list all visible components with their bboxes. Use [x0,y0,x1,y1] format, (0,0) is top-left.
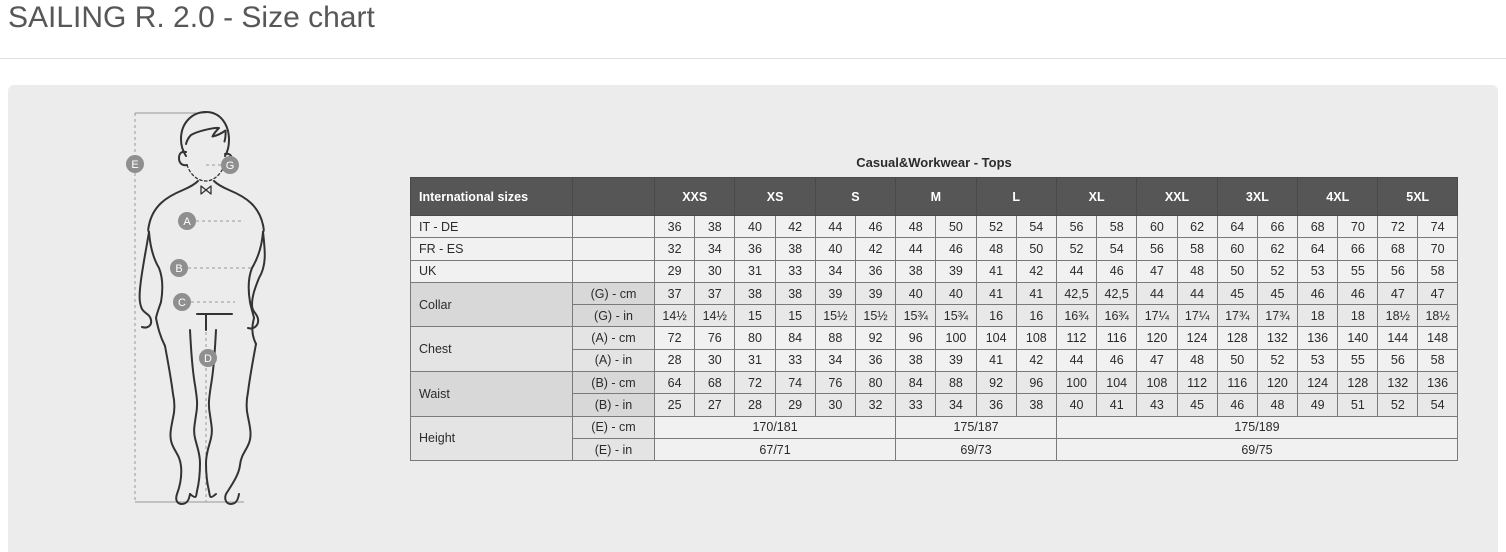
svg-text:A: A [183,216,191,228]
svg-text:E: E [131,159,138,171]
svg-text:G: G [226,160,235,172]
svg-text:B: B [175,263,182,275]
svg-text:D: D [204,353,212,365]
svg-text:C: C [178,297,186,309]
